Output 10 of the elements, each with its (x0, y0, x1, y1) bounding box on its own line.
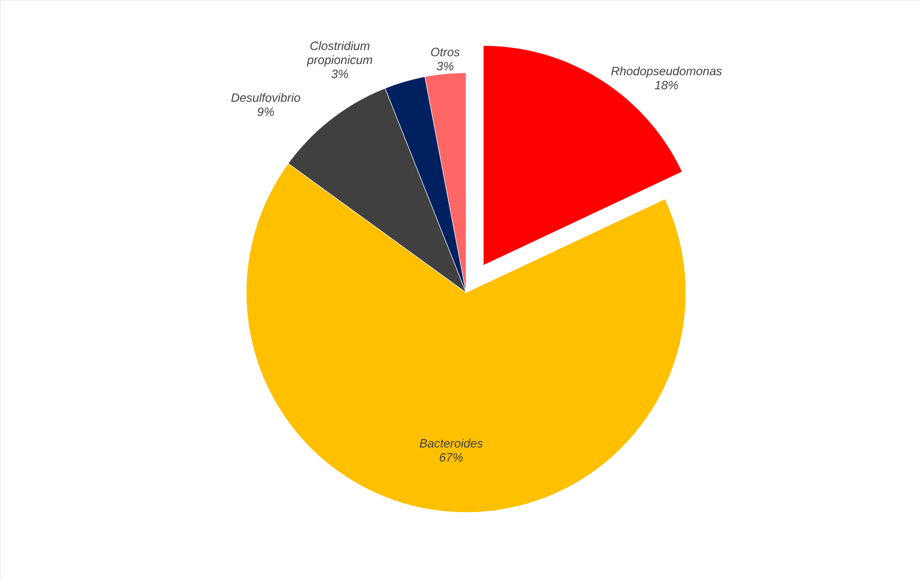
slice-label: Clostridium propionicum (306, 41, 372, 66)
slice-label: Bacteroides (420, 438, 483, 448)
data-label: 3% (331, 70, 348, 78)
data-label: 3% (436, 62, 454, 70)
data-label: 67% (440, 453, 463, 462)
slice-label: Desulfovibrio (231, 92, 300, 102)
data-label: 9% (257, 107, 274, 116)
slice-label: Rhodopseudomonas (611, 66, 722, 78)
slice-label: Otros (431, 48, 460, 56)
data-label: 18% (654, 80, 678, 90)
